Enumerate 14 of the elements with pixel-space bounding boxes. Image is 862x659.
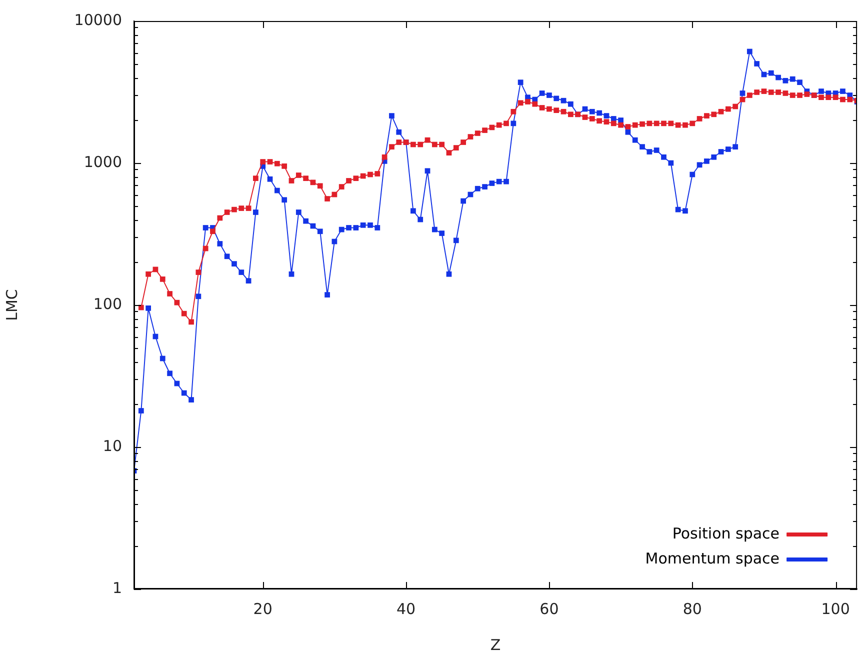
x-tick-label: 60	[540, 600, 559, 618]
y-tick-label: 1000	[84, 152, 122, 171]
x-tick-label: 40	[396, 600, 416, 618]
x-tick-label: 80	[682, 600, 702, 618]
y-axis-title: LMC	[2, 289, 21, 321]
y-tick-label: 1	[112, 578, 122, 597]
x-tick-label: 20	[253, 600, 272, 618]
legend-label: Position space	[672, 524, 780, 542]
y-tick-label: 10000	[74, 10, 122, 29]
x-axis-title: Z	[490, 636, 501, 654]
y-tick-label: 100	[93, 294, 122, 313]
y-tick-label: 10	[102, 436, 122, 455]
x-tick-label: 100	[821, 600, 850, 618]
legend-label: Momentum space	[645, 549, 780, 568]
